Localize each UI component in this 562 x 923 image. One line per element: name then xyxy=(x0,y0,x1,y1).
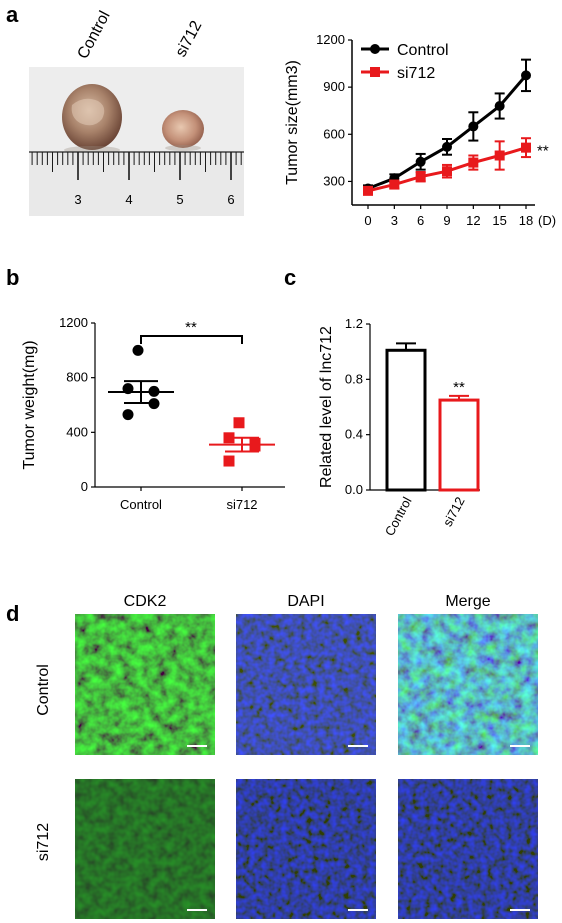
legend-label-si712: si712 xyxy=(397,65,435,82)
bar-Control xyxy=(385,348,427,492)
data-point xyxy=(223,432,235,444)
data-point xyxy=(132,344,144,356)
micro-row-control: Control xyxy=(35,664,52,716)
x-tick-label: si712 xyxy=(226,497,257,512)
y-tick-label: 0.4 xyxy=(345,427,363,442)
microscopy-grid: CDK2 DAPI Merge Control si712 xyxy=(35,593,538,919)
data-point xyxy=(468,157,479,168)
data-point xyxy=(363,185,373,196)
x-tick-label: si712 xyxy=(440,494,468,528)
data-point xyxy=(468,121,479,132)
y-tick-label: 300 xyxy=(323,173,345,188)
y-tick-label: 0 xyxy=(81,479,88,494)
data-point xyxy=(521,142,531,153)
micro-col-dapi: DAPI xyxy=(287,593,324,610)
y-tick-label: 1200 xyxy=(316,32,345,47)
tumor-size-line-chart: 300 600 900 1200 0 3 6 9 12 15 18 (D) Tumor size(mm3… xyxy=(284,32,556,228)
data-point xyxy=(223,455,235,467)
data-point xyxy=(442,166,452,177)
x-tick-label: 18 xyxy=(519,213,533,228)
ruler-number-6: 6 xyxy=(227,192,234,207)
photo-label-control: Control xyxy=(75,8,114,62)
micro-si712-dapi xyxy=(236,779,376,919)
x-tick-label: Control xyxy=(120,497,162,512)
panel-label-d: d xyxy=(6,601,19,626)
data-point xyxy=(389,179,400,190)
y-tick-label: 1.2 xyxy=(345,316,363,331)
data-point xyxy=(122,409,134,421)
data-point xyxy=(415,156,426,167)
bar-si712 xyxy=(438,398,480,492)
x-unit-label: (D) xyxy=(538,213,556,228)
x-tick-label: 3 xyxy=(391,213,398,228)
panel-label-b: b xyxy=(6,265,19,290)
data-point xyxy=(148,398,160,410)
y-tick-label: 1200 xyxy=(59,315,88,330)
legend-marker xyxy=(370,67,380,77)
micro-control-cdk2 xyxy=(75,614,215,755)
data-point xyxy=(521,70,531,81)
ruler-number-3: 3 xyxy=(74,192,81,207)
data-point xyxy=(148,385,160,397)
panel-label-a: a xyxy=(6,2,19,27)
y-axis-label: Tumor size(mm3) xyxy=(284,60,301,185)
legend-label-Control: Control xyxy=(397,42,449,59)
x-tick-label: 6 xyxy=(417,213,424,228)
lnc712-bar-chart: 0.0 0.4 0.8 1.2 Related level of lnc712 Contr… xyxy=(318,316,480,538)
ruler-number-5: 5 xyxy=(176,192,183,207)
x-tick-label: 0 xyxy=(364,213,371,228)
y-axis-label: Tumor weight(mg) xyxy=(21,340,38,469)
y-tick-label: 600 xyxy=(323,126,345,141)
panel-label-c: c xyxy=(284,265,296,290)
micro-col-merge: Merge xyxy=(445,593,490,610)
y-tick-label: 800 xyxy=(66,370,88,385)
data-point xyxy=(442,141,452,152)
data-point xyxy=(494,101,505,111)
micro-si712-merge xyxy=(398,779,538,919)
scale-bars xyxy=(187,745,530,911)
micro-si712-cdk2 xyxy=(75,779,215,919)
data-point xyxy=(249,440,261,452)
significance-stars: ** xyxy=(537,143,549,160)
x-tick-label: 12 xyxy=(466,213,480,228)
data-point xyxy=(494,150,505,161)
x-tick-label: 15 xyxy=(492,213,506,228)
significance-bracket xyxy=(140,335,243,344)
x-tick-label: 9 xyxy=(443,213,450,228)
micro-control-merge xyxy=(398,614,538,755)
y-tick-label: 0.0 xyxy=(345,482,363,497)
significance-stars: ** xyxy=(185,319,197,336)
micro-row-si712: si712 xyxy=(35,823,52,861)
si712-tumor xyxy=(162,110,204,148)
photo-label-si712: si712 xyxy=(173,18,206,60)
significance-stars: ** xyxy=(453,379,465,396)
x-tick-label: Control xyxy=(382,494,415,538)
data-point xyxy=(233,417,245,429)
y-tick-label: 0.8 xyxy=(345,371,363,386)
legend-marker xyxy=(370,44,380,54)
tumor-photo: 3 4 5 6 Control si712 xyxy=(29,8,244,216)
y-tick-label: 400 xyxy=(66,424,88,439)
data-point xyxy=(122,383,134,395)
tumor-weight-scatter-chart: 0 400 800 1200 Control si712 Tumor weight(mg) *… xyxy=(21,315,285,512)
micro-col-cdk2: CDK2 xyxy=(124,593,167,610)
ruler-number-4: 4 xyxy=(125,192,132,207)
micro-control-dapi xyxy=(236,614,376,755)
data-point xyxy=(415,171,426,182)
y-tick-label: 900 xyxy=(323,79,345,94)
ruler xyxy=(29,151,244,180)
y-axis-label: Related level of lnc712 xyxy=(318,326,335,488)
